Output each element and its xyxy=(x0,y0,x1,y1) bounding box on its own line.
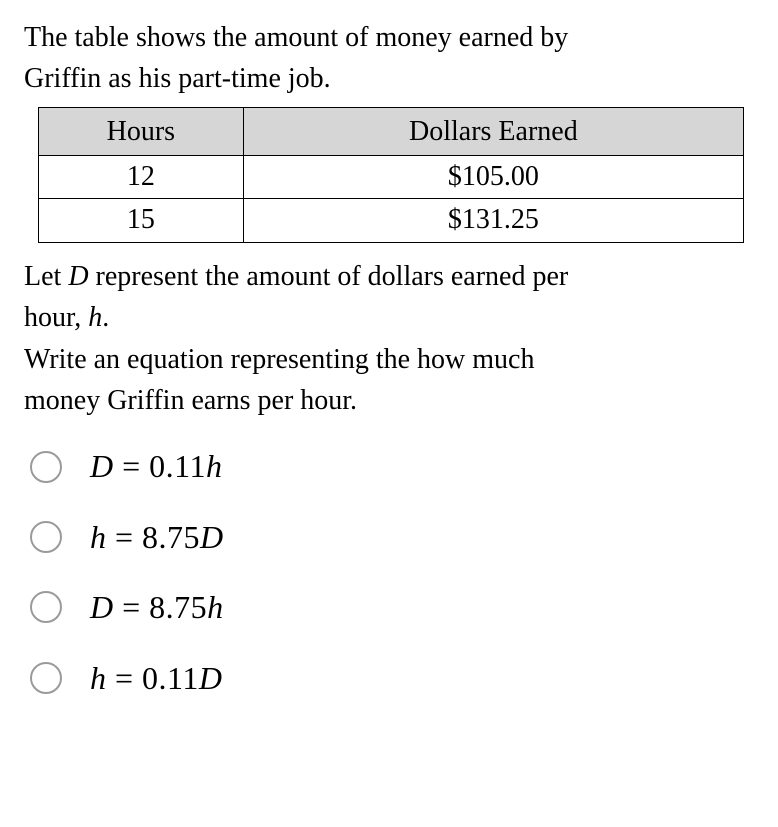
eq-equals: = xyxy=(107,660,143,696)
radio-icon[interactable] xyxy=(30,662,62,694)
eq-equals: = xyxy=(114,589,150,625)
eq-lhs: D xyxy=(90,589,114,625)
eq-rhs: D xyxy=(200,519,224,555)
eq-lhs: D xyxy=(90,448,114,484)
table-row: 12 $105.00 xyxy=(39,155,744,199)
equation-a: D = 0.11h xyxy=(90,443,222,489)
data-table-wrap: Hours Dollars Earned 12 $105.00 15 $131.… xyxy=(24,107,730,243)
cell-dollars: $131.25 xyxy=(243,199,743,243)
intro-text-1: The table shows the amount of money earn… xyxy=(24,22,568,53)
var-D: D xyxy=(68,261,88,292)
prompt-text-2: money Griffin earns per hour. xyxy=(24,385,357,416)
eq-coef: 8.75 xyxy=(142,519,200,555)
eq-equals: = xyxy=(114,448,150,484)
table-row: 15 $131.25 xyxy=(39,199,744,243)
option-a[interactable]: D = 0.11h xyxy=(24,431,754,501)
mid-text: hour, xyxy=(24,302,88,333)
cell-hours: 12 xyxy=(39,155,244,199)
radio-icon[interactable] xyxy=(30,451,62,483)
equation-c: D = 8.75h xyxy=(90,584,224,630)
eq-coef: 0.11 xyxy=(142,660,199,696)
prompt-text-1: Write an equation representing the how m… xyxy=(24,344,534,375)
radio-icon[interactable] xyxy=(30,521,62,553)
eq-lhs: h xyxy=(90,660,107,696)
col-header-hours: Hours xyxy=(39,108,244,156)
var-h: h xyxy=(88,302,102,333)
equation-b: h = 8.75D xyxy=(90,514,224,560)
eq-coef: 0.11 xyxy=(149,448,206,484)
question-intro: The table shows the amount of money earn… xyxy=(24,18,754,99)
eq-rhs: h xyxy=(206,448,223,484)
radio-icon[interactable] xyxy=(30,591,62,623)
equation-d: h = 0.11D xyxy=(90,655,222,701)
table-header-row: Hours Dollars Earned xyxy=(39,108,744,156)
option-d[interactable]: h = 0.11D xyxy=(24,643,754,713)
eq-lhs: h xyxy=(90,519,107,555)
answer-options: D = 0.11h h = 8.75D D = 8.75h h = 0.11D xyxy=(24,431,754,713)
mid-text: represent the amount of dollars earned p… xyxy=(89,261,569,292)
variable-definition: Let D represent the amount of dollars ea… xyxy=(24,257,754,338)
cell-hours: 15 xyxy=(39,199,244,243)
option-c[interactable]: D = 8.75h xyxy=(24,572,754,642)
question-prompt: Write an equation representing the how m… xyxy=(24,340,754,421)
mid-text: Let xyxy=(24,261,68,292)
eq-rhs: D xyxy=(199,660,223,696)
col-header-dollars: Dollars Earned xyxy=(243,108,743,156)
intro-text-2: Griffin as his part-time job. xyxy=(24,63,331,94)
eq-coef: 8.75 xyxy=(149,589,207,625)
mid-text: . xyxy=(102,302,109,333)
data-table: Hours Dollars Earned 12 $105.00 15 $131.… xyxy=(38,107,744,243)
eq-equals: = xyxy=(107,519,143,555)
cell-dollars: $105.00 xyxy=(243,155,743,199)
option-b[interactable]: h = 8.75D xyxy=(24,502,754,572)
eq-rhs: h xyxy=(207,589,224,625)
